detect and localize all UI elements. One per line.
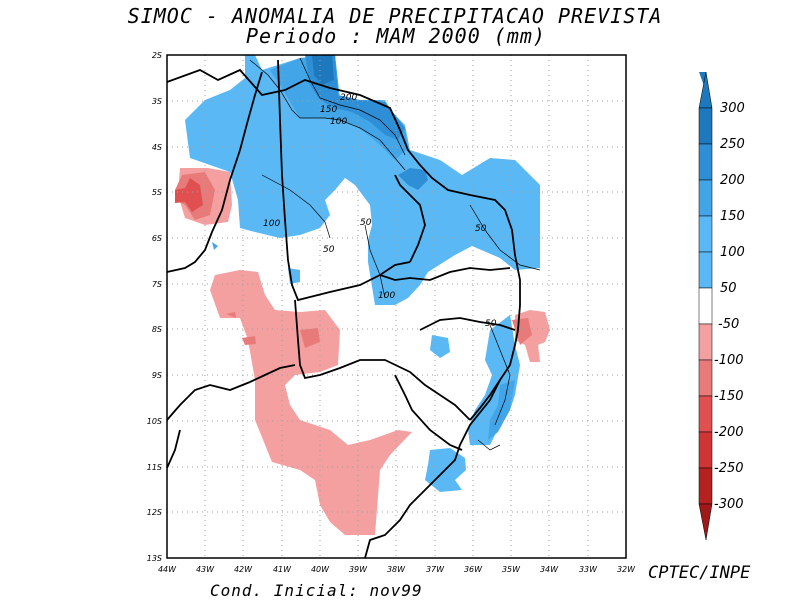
lon-label: 36W [464, 565, 483, 574]
map-frame [166, 54, 627, 559]
contour-label: 50 [475, 224, 487, 234]
colorbar-label: -50 [718, 317, 739, 332]
colorbar-label: 250 [720, 137, 745, 152]
lon-label: 41W [273, 565, 292, 574]
lon-label: 43W [196, 565, 215, 574]
colorbar-bottom-arrow [698, 503, 713, 541]
map-subtitle: Periodo : MAM 2000 (mm) [246, 24, 546, 48]
colorbar-swatch [698, 323, 713, 361]
colorbar-swatch [698, 179, 713, 217]
colorbar-swatch [698, 467, 713, 505]
lat-label: 6S [152, 234, 162, 243]
lon-label: 42W [234, 565, 253, 574]
colorbar-swatch [698, 215, 713, 253]
contour-label: 50 [485, 319, 497, 329]
colorbar-label: 100 [720, 245, 745, 260]
lon-label: 44W [158, 565, 177, 574]
contour-labels: 200 150 100 100 50 50 50 100 50 [263, 93, 497, 329]
lon-label: 32W [617, 565, 636, 574]
colorbar-label: -150 [714, 389, 744, 404]
lat-label: 10S [147, 417, 162, 426]
map-title: SIMOC - ANOMALIA DE PRECIPITACAO PREVIST… [127, 4, 663, 28]
colorbar: 300 250 200 150 100 50 -50 -100 -150 -20… [698, 71, 745, 541]
colorbar-label: -200 [714, 425, 744, 440]
longitude-labels: 44W 43W 42W 41W 40W 39W 38W 37W 36W 35W … [158, 565, 636, 574]
initial-condition-label: Cond. Inicial: nov99 [210, 581, 423, 600]
colorbar-label: -300 [714, 497, 744, 512]
lon-label: 37W [426, 565, 445, 574]
lon-label: 34W [540, 565, 559, 574]
contour-label: 100 [378, 291, 395, 301]
colorbar-swatch [698, 359, 713, 397]
contour-lines [249, 57, 541, 451]
lat-label: 13S [147, 554, 162, 563]
colorbar-swatch [698, 251, 713, 289]
lat-label: 2S [152, 51, 162, 60]
credit-label: CPTEC/INPE [648, 563, 751, 583]
colorbar-swatch [698, 143, 713, 181]
contour-label: 50 [323, 245, 335, 255]
positive-anomaly-areas [185, 55, 540, 492]
contour-label: 150 [320, 105, 337, 115]
lon-label: 33W [579, 565, 598, 574]
lat-label: 12S [147, 508, 162, 517]
lon-label: 35W [502, 565, 521, 574]
contour-label: 200 [340, 93, 357, 103]
lon-label: 38W [387, 565, 406, 574]
lon-label: 39W [349, 565, 368, 574]
negative-anomaly-areas [175, 168, 550, 535]
colorbar-label: 200 [720, 173, 745, 188]
lat-label: 5S [152, 188, 162, 197]
colorbar-swatch [698, 287, 713, 325]
colorbar-label: 300 [720, 101, 745, 116]
contour-label: 100 [263, 219, 280, 229]
lat-label: 3S [152, 97, 162, 106]
lat-label: 9S [152, 371, 162, 380]
latitude-labels: 2S 3S 4S 5S 6S 7S 8S 9S 10S 11S 12S 13S [147, 51, 162, 563]
lat-label: 4S [152, 143, 162, 152]
state-boundaries [166, 59, 521, 559]
colorbar-swatch [698, 431, 713, 469]
lat-label: 8S [152, 325, 162, 334]
colorbar-label: -100 [714, 353, 744, 368]
colorbar-swatch [698, 395, 713, 433]
colorbar-swatch [698, 107, 713, 145]
lon-label: 40W [311, 565, 330, 574]
colorbar-label: 150 [720, 209, 745, 224]
lat-label: 7S [152, 280, 162, 289]
contour-label: 50 [360, 218, 372, 228]
colorbar-label: -250 [714, 461, 744, 476]
colorbar-label: 50 [720, 281, 737, 296]
lat-label: 11S [147, 463, 162, 472]
contour-label: 100 [330, 117, 347, 127]
